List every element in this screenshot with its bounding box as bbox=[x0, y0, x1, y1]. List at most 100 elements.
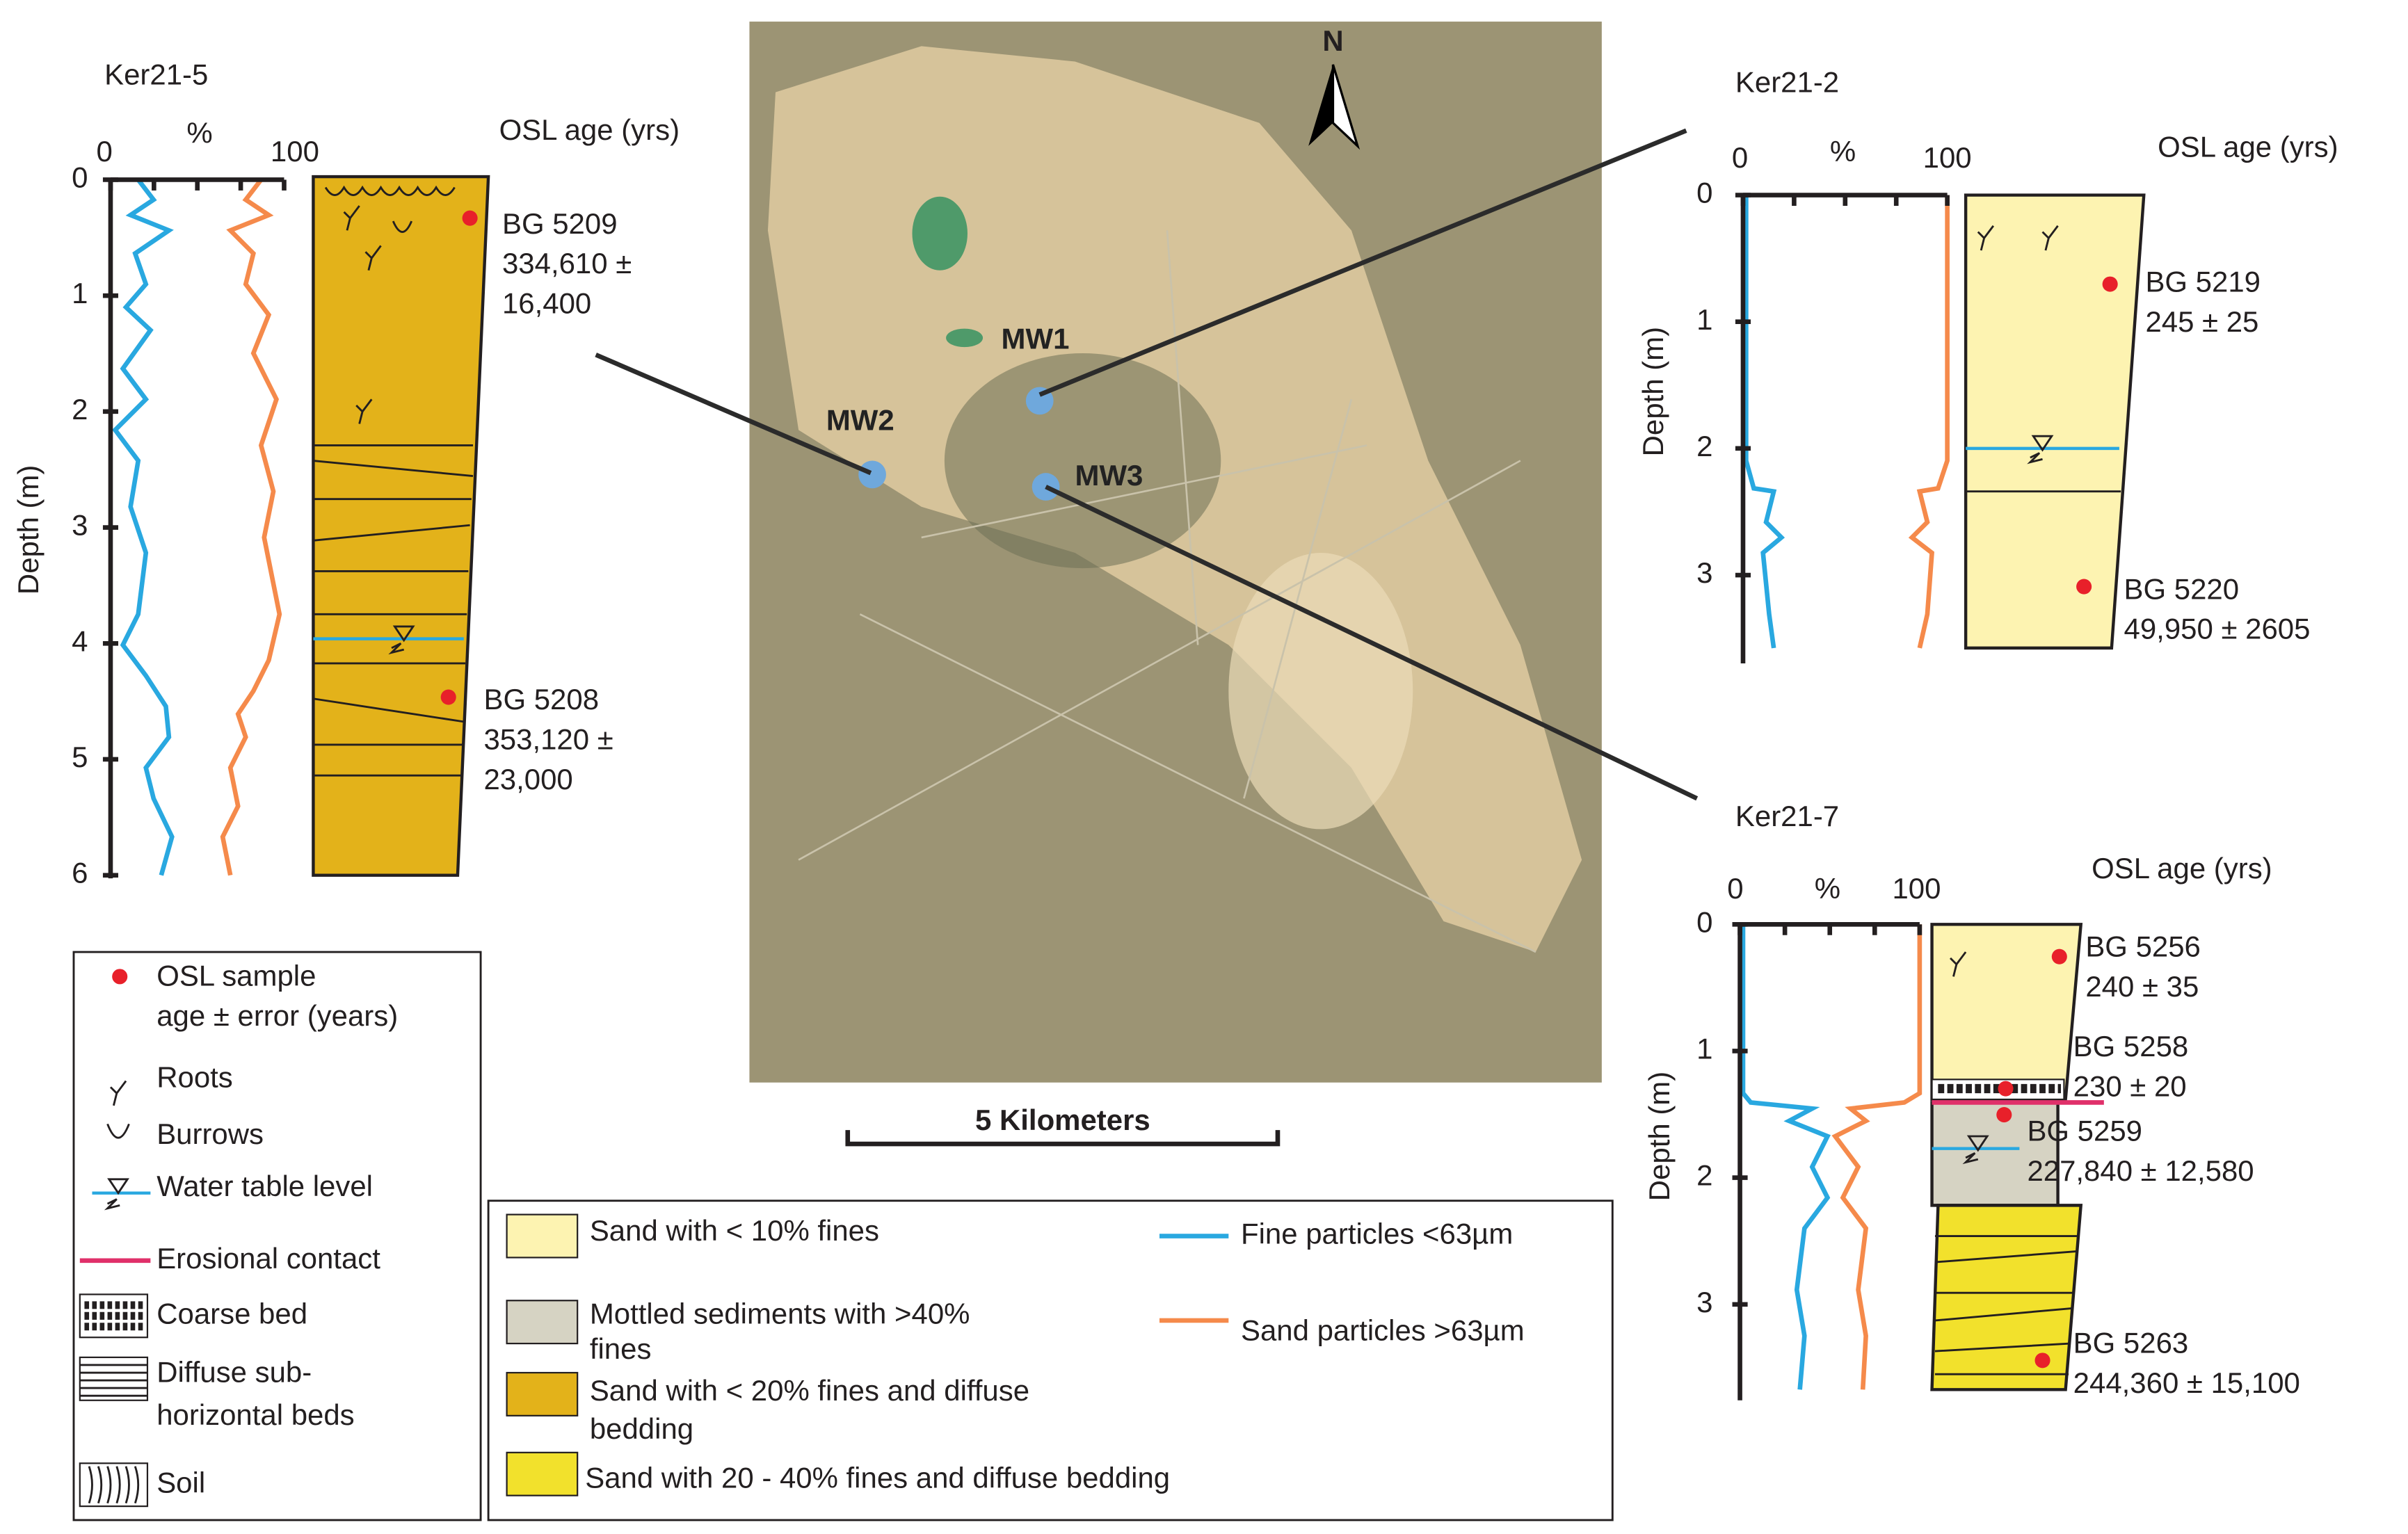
x-axis-label: % bbox=[1830, 135, 1856, 168]
legend-label: Soil bbox=[156, 1466, 205, 1499]
sample-label: 334,610 ± bbox=[502, 247, 632, 280]
unit-swatch bbox=[506, 1300, 579, 1345]
roots bbox=[1977, 225, 2059, 251]
osl-dot bbox=[1998, 1081, 2014, 1097]
y-tick-label: 1 bbox=[1696, 1033, 1712, 1065]
osl-dot bbox=[462, 210, 478, 226]
legend-label: Diffuse sub- bbox=[156, 1355, 312, 1388]
y-tick-label: 3 bbox=[72, 509, 88, 542]
burrow bbox=[106, 1123, 130, 1139]
legend-label: Sand particles >63µm bbox=[1241, 1314, 1525, 1347]
y-axis-label: Depth (m) bbox=[1637, 327, 1669, 456]
vegetation bbox=[944, 353, 1221, 569]
y-tick-label: 2 bbox=[1696, 1159, 1712, 1192]
unit-legend bbox=[487, 1200, 1614, 1521]
water-symbol bbox=[388, 625, 415, 655]
legend-label: bedding bbox=[590, 1412, 693, 1445]
sample-label: 49,950 ± 2605 bbox=[2124, 613, 2311, 645]
roads bbox=[798, 230, 1536, 953]
legend-label: Sand with < 20% fines and diffuse bbox=[590, 1374, 1029, 1407]
site-marker bbox=[858, 460, 886, 489]
symbol-legend bbox=[72, 951, 482, 1521]
beds bbox=[313, 444, 474, 777]
column bbox=[1964, 193, 2146, 650]
y-tick-label: 1 bbox=[72, 277, 88, 309]
connector-lines bbox=[595, 128, 1699, 801]
log-title: Ker21-2 bbox=[1735, 66, 1839, 99]
sample-label: 240 ± 35 bbox=[2085, 970, 2199, 1003]
scale-label: 5 Kilometers bbox=[975, 1104, 1150, 1136]
water-symbol bbox=[1962, 1135, 1989, 1165]
sample-label: BG 5263 bbox=[2073, 1326, 2189, 1359]
soil bbox=[324, 185, 456, 196]
map: N MW1 MW2 MW3 bbox=[749, 22, 1602, 1083]
legend-box bbox=[72, 951, 482, 1521]
osl-dot bbox=[112, 969, 128, 985]
age-header: OSL age (yrs) bbox=[499, 113, 680, 146]
sample-label: BG 5219 bbox=[2145, 266, 2261, 298]
beds bbox=[79, 1364, 147, 1397]
beds bbox=[1934, 1235, 2078, 1375]
sample-label: 353,120 ± bbox=[483, 723, 613, 756]
unit bbox=[1964, 193, 2146, 650]
sample-label: 244,360 ± 15,100 bbox=[2073, 1366, 2300, 1399]
osl-dot bbox=[2034, 1353, 2050, 1369]
y-tick-label: 4 bbox=[72, 624, 88, 657]
legend-label: horizontal beds bbox=[156, 1398, 354, 1431]
x-tick-label: 100 bbox=[271, 135, 319, 168]
x-tick-label: 100 bbox=[1892, 872, 1941, 905]
x-tick-label: 100 bbox=[1923, 141, 1972, 174]
water-symbol bbox=[104, 1178, 129, 1211]
x-axis-label: % bbox=[186, 117, 212, 150]
y-tick-label: 6 bbox=[72, 857, 88, 889]
x-tick-label: 0 bbox=[1732, 141, 1748, 174]
pond bbox=[946, 328, 984, 348]
osl-dot bbox=[1996, 1107, 2012, 1123]
unit bbox=[1930, 1204, 2083, 1391]
sample-label: BG 5259 bbox=[2027, 1115, 2142, 1147]
fine-curve bbox=[1740, 924, 1831, 1390]
y-tick-label: 3 bbox=[1696, 1286, 1712, 1318]
sand-curve bbox=[220, 178, 282, 876]
unit bbox=[1930, 923, 2083, 1101]
y-tick-label: 3 bbox=[1696, 556, 1712, 589]
scale-line bbox=[845, 1130, 1281, 1147]
y-axis-label: Depth (m) bbox=[12, 465, 45, 595]
osl-dot bbox=[2076, 579, 2092, 595]
unit-swatch bbox=[506, 1371, 579, 1416]
x-tick-label: 0 bbox=[96, 135, 112, 168]
arrow-half bbox=[1331, 64, 1360, 150]
coarse-grains bbox=[84, 1301, 143, 1331]
x-axis-label: % bbox=[1815, 872, 1840, 905]
coarse-swatch bbox=[79, 1293, 149, 1339]
site-label: MW3 bbox=[1075, 459, 1143, 492]
osl-dot bbox=[440, 689, 456, 705]
column bbox=[312, 175, 490, 877]
sand-curve bbox=[1831, 924, 1923, 1390]
column bbox=[1930, 923, 2104, 1391]
legend-label: OSL sample bbox=[156, 960, 316, 992]
y-tick-label: 0 bbox=[1696, 177, 1712, 209]
sand-curve bbox=[1908, 195, 1950, 649]
bare-sand bbox=[1228, 552, 1413, 830]
age-header: OSL age (yrs) bbox=[2158, 130, 2338, 163]
y-tick-label: 0 bbox=[72, 161, 88, 194]
legend-label: Sand with 20 - 40% fines and diffuse bed… bbox=[585, 1462, 1170, 1494]
fine-curve bbox=[112, 178, 175, 876]
water-symbol bbox=[2027, 435, 2054, 465]
legend-label: Sand with < 10% fines bbox=[590, 1214, 879, 1247]
y-tick-label: 2 bbox=[72, 393, 88, 426]
sample-label: 245 ± 25 bbox=[2145, 305, 2258, 338]
y-tick-label: 0 bbox=[1696, 905, 1712, 938]
legend-label: fines bbox=[590, 1332, 652, 1365]
osl-dot bbox=[2051, 948, 2067, 964]
unit-swatch bbox=[506, 1451, 579, 1496]
y-axis-label: Depth (m) bbox=[1643, 1072, 1676, 1201]
soil bbox=[88, 1466, 140, 1504]
age-header: OSL age (yrs) bbox=[2092, 852, 2272, 885]
fine-curve bbox=[1744, 195, 1785, 649]
roots bbox=[343, 205, 382, 424]
log-title: Ker21-7 bbox=[1735, 800, 1839, 832]
legend-label: Coarse bed bbox=[156, 1297, 307, 1330]
